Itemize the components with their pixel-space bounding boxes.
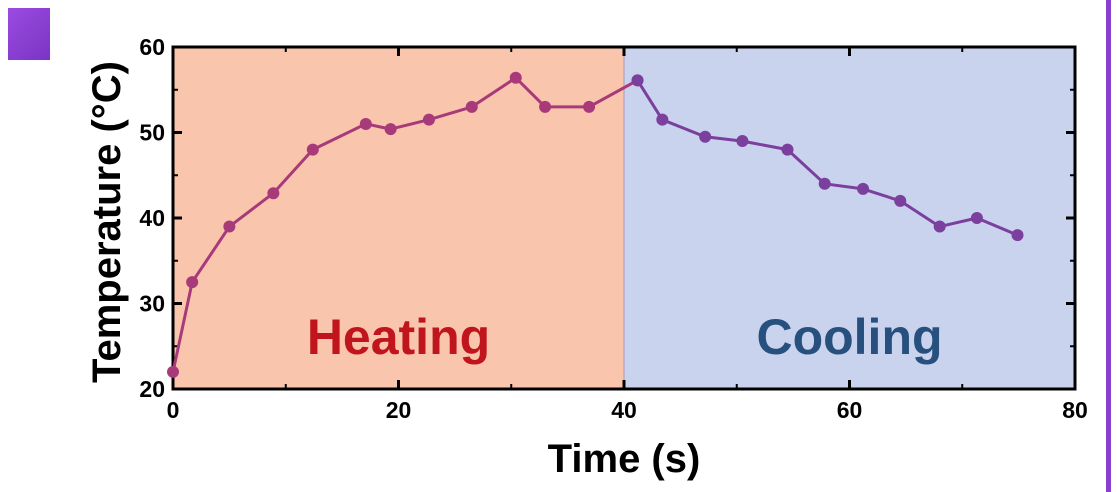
- x-tick-label: 40: [611, 397, 637, 423]
- x-axis-title: Time (s): [548, 437, 701, 481]
- y-tick-label: 60: [139, 34, 165, 60]
- y-tick-label: 20: [139, 376, 165, 402]
- region-cooling-background: [624, 47, 1075, 389]
- data-point: [736, 135, 749, 148]
- x-tick-label: 80: [1062, 397, 1088, 423]
- x-tick-label: 60: [837, 397, 863, 423]
- data-point: [781, 143, 794, 156]
- data-point: [857, 182, 870, 195]
- data-point: [306, 143, 319, 156]
- region-label-cooling: Cooling: [756, 309, 942, 365]
- data-point: [656, 113, 669, 126]
- data-point: [223, 220, 236, 233]
- data-point: [539, 100, 552, 113]
- region-label-heating: Heating: [307, 309, 490, 365]
- data-point: [267, 187, 280, 200]
- y-axis-title: Temperature (°C): [85, 61, 129, 383]
- data-series: [167, 71, 1024, 378]
- right-edge-accent: [1106, 0, 1111, 492]
- purple-square-icon: [8, 8, 50, 60]
- x-tick-label: 20: [386, 397, 412, 423]
- data-point: [422, 113, 435, 126]
- data-point: [384, 123, 397, 136]
- data-point: [359, 117, 372, 130]
- data-point: [970, 212, 983, 224]
- data-point: [167, 365, 179, 378]
- y-tick-label: 30: [139, 291, 165, 317]
- data-point: [933, 220, 946, 233]
- data-point: [1011, 229, 1024, 242]
- data-point: [186, 276, 199, 289]
- y-tick-label: 50: [139, 120, 165, 146]
- axis-labels: Heating Cooling Time (s) Temperature (°C): [85, 61, 943, 481]
- data-point: [465, 100, 478, 113]
- x-tick-label: 0: [167, 397, 180, 423]
- y-tick-label: 40: [139, 205, 165, 231]
- data-point: [894, 194, 907, 207]
- data-point: [631, 74, 644, 87]
- data-point: [699, 130, 712, 143]
- data-point: [818, 177, 831, 190]
- data-point: [583, 100, 596, 113]
- data-point: [509, 71, 522, 84]
